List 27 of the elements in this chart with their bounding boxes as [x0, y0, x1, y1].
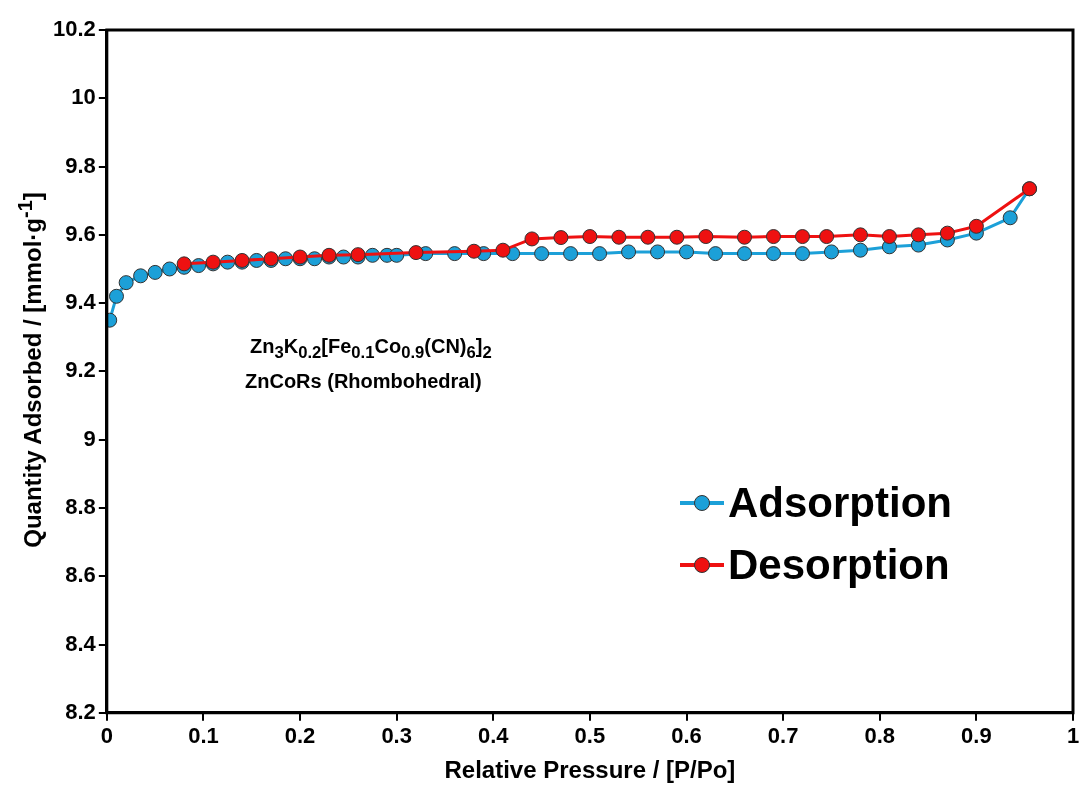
x-axis-title: Relative Pressure / [P/Po] — [444, 756, 736, 784]
y-tick-label: 9.6 — [65, 220, 96, 246]
y-tick-label: 9 — [83, 425, 96, 451]
x-tick-label: 0.1 — [188, 723, 219, 749]
legend-label: Desorption — [728, 541, 950, 589]
x-tick-label: 0.5 — [574, 723, 606, 749]
x-tick-label: 0.3 — [381, 723, 412, 749]
x-tick-label: 0.8 — [864, 723, 896, 749]
annotation: ZnCoRs (Rhombohedral) — [245, 370, 482, 393]
x-tick-label: 1 — [1066, 723, 1080, 749]
y-tick-label: 8.4 — [65, 630, 97, 656]
y-tick-label: 9.2 — [65, 357, 96, 383]
x-tick-label: 0.7 — [767, 723, 799, 749]
y-tick-label: 10.2 — [52, 16, 96, 42]
y-tick-label: 8.6 — [65, 562, 96, 588]
y-tick-label: 8.8 — [65, 494, 96, 520]
x-tick-label: 0.2 — [284, 723, 316, 749]
y-tick-label: 9.8 — [65, 152, 96, 178]
x-tick-label: 0.4 — [477, 723, 510, 749]
y-tick-label: 8.2 — [65, 698, 96, 724]
y-tick-label: 9.4 — [65, 289, 97, 315]
y-tick-label: 10 — [71, 84, 96, 110]
x-tick-label: 0 — [100, 723, 113, 749]
legend-label: Adsorption — [728, 479, 952, 527]
x-tick-label: 0.6 — [671, 723, 702, 749]
text: Zn$_{3}$K$_{0.2}$[Fe$_{0.1}$Co$_{0.9}$(CN)$_{6}$]$_{2}$ — [250, 335, 492, 362]
x-tick-label: 0.9 — [961, 723, 992, 749]
